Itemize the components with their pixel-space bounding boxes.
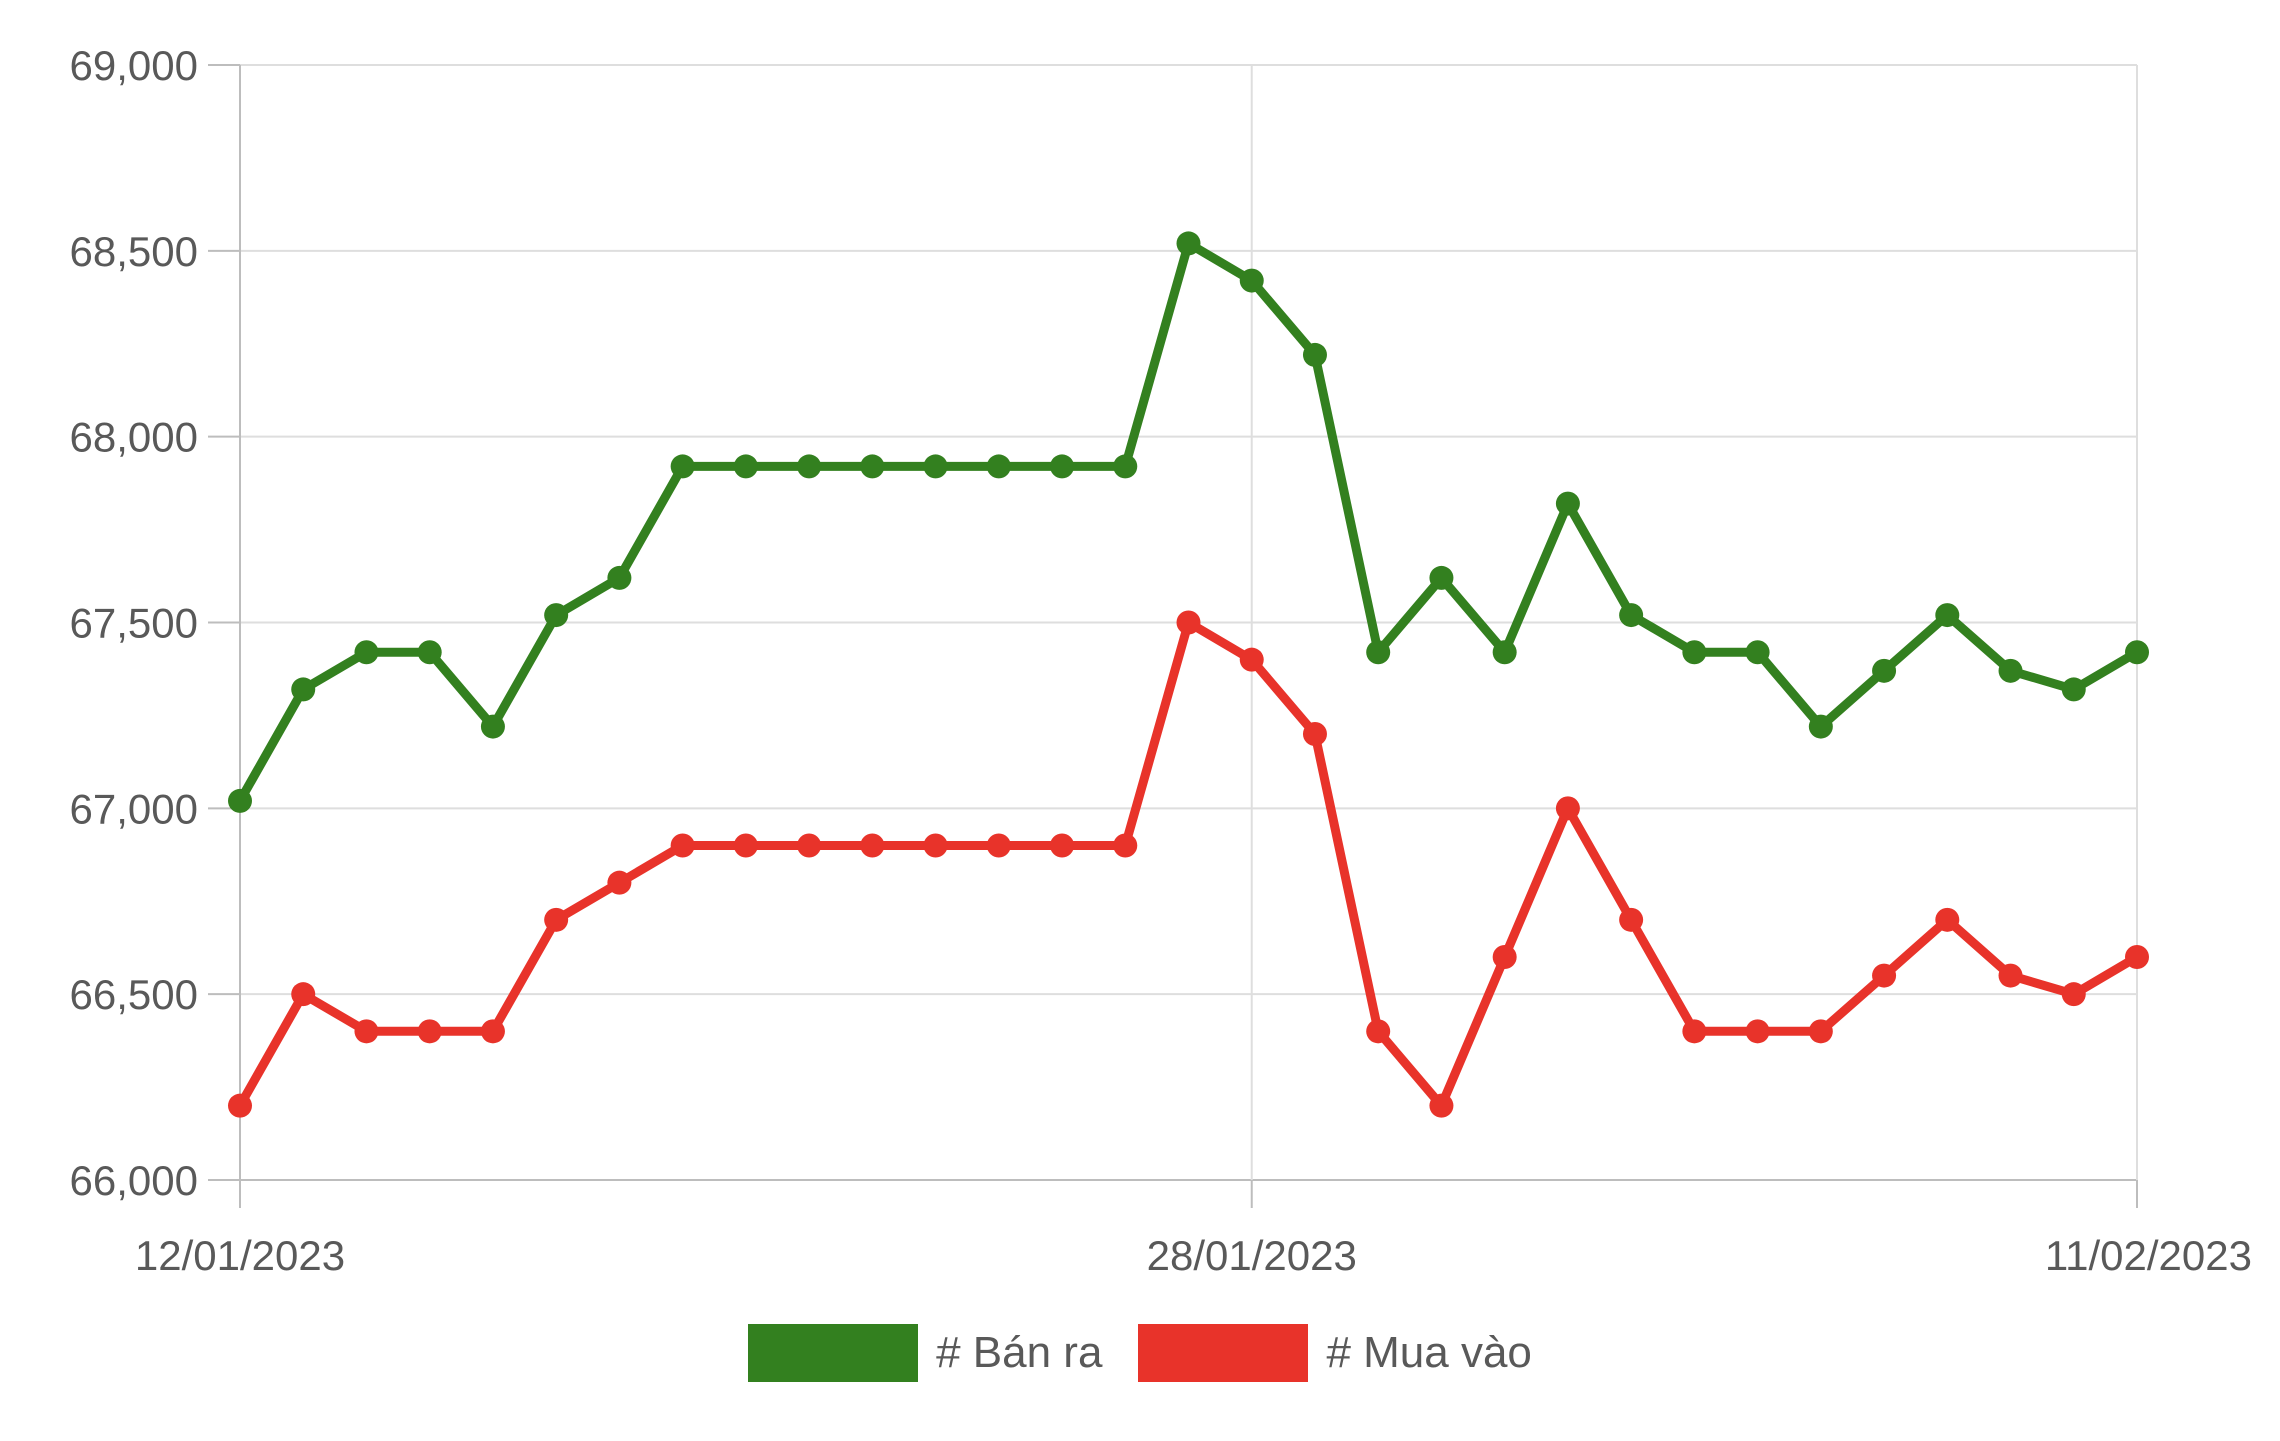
data-point-0-25 — [1808, 714, 1833, 739]
data-point-0-13 — [1050, 454, 1075, 479]
data-point-1-22 — [1619, 907, 1644, 932]
data-point-1-2 — [354, 1019, 379, 1044]
y-tick-label: 66,000 — [70, 1157, 198, 1204]
data-point-1-6 — [607, 870, 632, 895]
x-tick-label: 28/01/2023 — [1147, 1232, 1357, 1279]
data-point-1-9 — [797, 833, 822, 858]
legend-label-mua-vao: # Mua vào — [1326, 1328, 1532, 1377]
chart-legend: # Bán ra # Mua vào — [0, 1318, 2280, 1388]
data-point-0-18 — [1366, 640, 1391, 665]
data-point-0-20 — [1492, 640, 1517, 665]
data-point-1-10 — [860, 833, 885, 858]
data-point-1-3 — [417, 1019, 442, 1044]
data-point-0-2 — [354, 640, 379, 665]
data-point-0-10 — [860, 454, 885, 479]
legend-item-mua-vao[interactable]: # Mua vào — [1138, 1324, 1532, 1382]
data-point-1-8 — [733, 833, 758, 858]
data-point-1-11 — [923, 833, 948, 858]
chart-tick-labels: 66,000 66,500 67,000 67,500 68,000 68,500 69,0… — [70, 42, 2252, 1279]
data-point-1-16 — [1239, 647, 1264, 672]
data-point-0-30 — [2125, 640, 2149, 665]
y-tick-label: 67,000 — [70, 785, 198, 832]
data-point-0-19 — [1429, 565, 1454, 590]
data-point-0-9 — [797, 454, 822, 479]
data-point-0-17 — [1302, 342, 1327, 367]
y-tick-label: 68,000 — [70, 414, 198, 461]
x-tick-label: 12/01/2023 — [135, 1232, 345, 1279]
data-point-0-1 — [291, 677, 316, 702]
data-point-0-27 — [1935, 603, 1960, 628]
data-point-1-1 — [291, 982, 316, 1007]
data-point-1-13 — [1050, 833, 1075, 858]
data-point-0-8 — [733, 454, 758, 479]
data-point-1-26 — [1872, 963, 1897, 988]
data-point-1-24 — [1745, 1019, 1770, 1044]
chart-series — [228, 231, 2149, 1118]
y-tick-label: 68,500 — [70, 228, 198, 275]
data-point-1-20 — [1492, 945, 1517, 969]
data-point-1-28 — [1998, 963, 2023, 988]
data-point-0-24 — [1745, 640, 1770, 665]
y-tick-label: 66,500 — [70, 971, 198, 1018]
data-point-1-12 — [986, 833, 1011, 858]
data-point-1-17 — [1302, 722, 1327, 746]
data-point-1-30 — [2125, 945, 2149, 969]
legend-swatch-mua-vao — [1138, 1324, 1309, 1382]
data-point-1-21 — [1555, 796, 1580, 821]
data-point-1-27 — [1935, 907, 1960, 932]
data-point-1-19 — [1429, 1093, 1454, 1118]
data-point-1-25 — [1808, 1019, 1833, 1044]
data-point-0-26 — [1872, 658, 1897, 683]
x-tick-label: 11/02/2023 — [2045, 1232, 2252, 1279]
legend-item-ban-ra[interactable]: # Bán ra — [748, 1324, 1102, 1382]
data-point-0-29 — [2061, 677, 2086, 702]
data-point-0-22 — [1619, 603, 1644, 628]
data-point-0-7 — [670, 454, 695, 479]
data-point-1-14 — [1113, 833, 1138, 858]
data-point-0-12 — [986, 454, 1011, 479]
data-point-0-11 — [923, 454, 948, 479]
data-point-1-4 — [480, 1019, 505, 1044]
legend-swatch-ban-ra — [748, 1324, 919, 1382]
data-point-0-28 — [1998, 658, 2023, 683]
data-point-1-0 — [228, 1093, 252, 1118]
y-tick-label: 69,000 — [70, 42, 198, 89]
data-point-0-21 — [1555, 491, 1580, 516]
data-point-0-0 — [228, 788, 252, 813]
data-point-0-4 — [480, 714, 505, 739]
data-point-1-29 — [2061, 982, 2086, 1007]
data-point-1-5 — [544, 907, 569, 932]
data-point-0-16 — [1239, 268, 1264, 293]
data-point-0-14 — [1113, 454, 1138, 479]
series-line-0 — [235, 238, 2142, 806]
data-point-0-15 — [1176, 231, 1201, 256]
data-point-0-3 — [417, 640, 442, 665]
data-point-1-18 — [1366, 1019, 1391, 1044]
legend-label-ban-ra: # Bán ra — [936, 1328, 1103, 1377]
data-point-0-23 — [1682, 640, 1707, 665]
data-point-1-7 — [670, 833, 695, 858]
data-point-0-6 — [607, 565, 632, 590]
y-tick-label: 67,500 — [70, 600, 198, 647]
data-point-0-5 — [544, 603, 569, 628]
line-chart: 66,000 66,500 67,000 67,500 68,000 68,500 69,0… — [70, 42, 2252, 1279]
data-point-1-23 — [1682, 1019, 1707, 1044]
data-point-1-15 — [1176, 610, 1201, 635]
